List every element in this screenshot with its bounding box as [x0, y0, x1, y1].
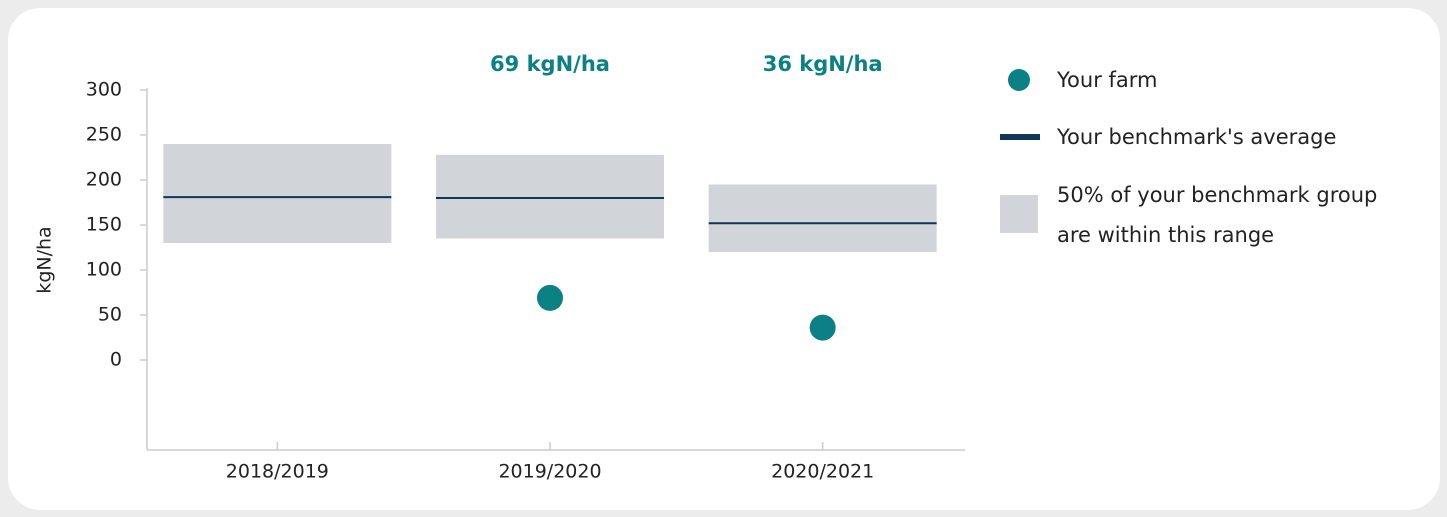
x-tick-label: 2018/2019	[226, 461, 329, 483]
legend-label: Your benchmark's average	[1057, 125, 1337, 149]
y-tick-label: 150	[86, 214, 122, 236]
range-band	[163, 144, 392, 243]
y-tick-label: 50	[98, 304, 122, 326]
farm-dot	[809, 314, 836, 341]
range-band	[708, 184, 937, 252]
legend-label: 50% of your benchmark group are within t…	[1057, 183, 1378, 247]
y-tick-label: 200	[86, 169, 122, 191]
y-tick-label: 100	[86, 259, 122, 281]
legend-marker	[1000, 195, 1038, 233]
value-label: 69 kgN/ha	[490, 52, 610, 76]
y-axis-label: kgN/ha	[34, 226, 56, 293]
value-label: 36 kgN/ha	[763, 52, 883, 76]
legend-marker	[1008, 69, 1030, 91]
y-tick-label: 250	[86, 124, 122, 146]
farm-dot	[537, 284, 563, 311]
legend-label: Your farm	[1057, 68, 1158, 92]
card	[8, 8, 1440, 510]
x-tick-label: 2020/2021	[771, 461, 874, 483]
y-tick-label: 0	[110, 349, 122, 371]
legend-marker	[1000, 134, 1040, 140]
y-tick-label: 300	[86, 79, 122, 101]
x-tick-label: 2019/2020	[498, 461, 601, 483]
range-band	[436, 154, 664, 239]
